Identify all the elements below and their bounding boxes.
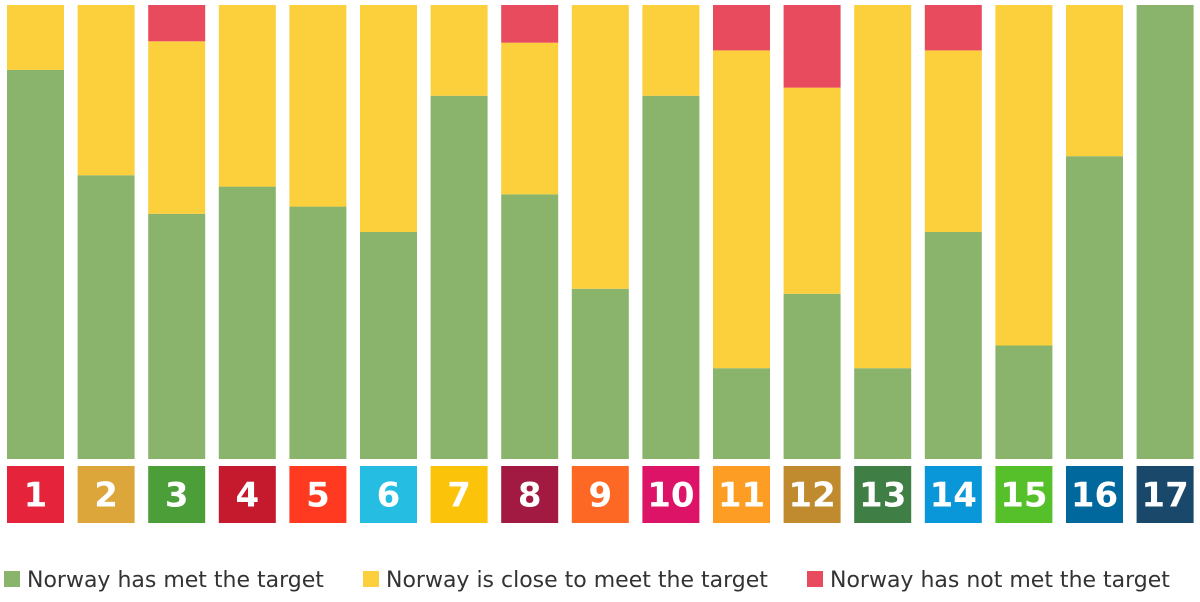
goal-5-label-box — [289, 466, 347, 523]
bar-goal-1-series-1 — [7, 69, 64, 460]
bar-goal-16-series-1 — [1066, 156, 1123, 459]
legend-label-1: Norway has met the target — [27, 568, 324, 593]
bar-goal-2-series-1 — [77, 175, 135, 459]
goal-5-label: 5 — [306, 476, 330, 516]
bar-goal-13-series-1 — [854, 368, 912, 459]
goal-15-label: 15 — [1000, 476, 1047, 516]
bar-goal-9-series-1 — [571, 288, 629, 459]
goal-9-label: 9 — [588, 476, 612, 516]
bar-goal-10-series-1 — [642, 95, 700, 460]
bar-goal-5-series-2 — [289, 5, 347, 207]
bar-goal-14-series-2 — [924, 50, 982, 233]
goal-10-label: 10 — [647, 476, 694, 516]
bar-goal-8-series-3 — [501, 5, 559, 43]
goal-1-label: 1 — [24, 476, 48, 516]
bar-goal-11-series-2 — [713, 50, 770, 369]
bar-goal-6-series-2 — [360, 5, 417, 232]
goal-11-label-box — [713, 466, 770, 523]
bar-goal-3-series-1 — [148, 213, 206, 459]
bar-goal-6-series-1 — [360, 232, 417, 459]
goal-3-label-box — [148, 466, 206, 523]
bar-goal-4-series-2 — [218, 5, 276, 187]
goal-3-label: 3 — [165, 476, 189, 516]
goal-8-label: 8 — [518, 476, 542, 516]
goal-17-label: 17 — [1141, 476, 1188, 516]
goal-7-label: 7 — [447, 476, 471, 516]
bar-goal-9-series-2 — [571, 5, 629, 289]
goal-4-label: 4 — [235, 476, 259, 516]
goal-7-label-box — [430, 466, 488, 523]
goal-2-label-box — [77, 466, 135, 523]
bar-goal-12-series-3 — [783, 5, 841, 88]
bar-goal-7-series-2 — [430, 5, 488, 96]
goal-11-label: 11 — [718, 476, 765, 516]
bar-goal-16-series-2 — [1066, 5, 1123, 157]
goal-17-label-box — [1136, 466, 1194, 523]
legend-swatch-2 — [363, 571, 379, 587]
bar-goal-8-series-2 — [501, 42, 559, 195]
goal-6-label: 6 — [377, 476, 401, 516]
goal-labels-group: 1 2 3 4 5 6 7 8 9 10 11 12 13 14 15 16 17 — [7, 466, 1194, 523]
goal-14-label-box — [924, 466, 982, 523]
legend-swatch-3 — [807, 571, 823, 587]
goal-8-label-box — [501, 466, 559, 523]
bar-goal-4-series-1 — [218, 186, 276, 459]
goal-13-label-box — [854, 466, 912, 523]
bar-goal-11-series-1 — [713, 368, 770, 459]
goal-14-label: 14 — [930, 476, 977, 516]
goal-2-label: 2 — [94, 476, 118, 516]
legend-swatch-1 — [4, 571, 20, 587]
bar-goal-7-series-1 — [430, 95, 488, 460]
legend: Norway has met the target Norway is close… — [4, 568, 1170, 593]
bar-goal-3-series-3 — [148, 5, 206, 42]
bar-goal-5-series-1 — [289, 206, 347, 459]
bar-goal-12-series-1 — [783, 293, 841, 459]
goal-13-label: 13 — [859, 476, 906, 516]
bar-goal-15-series-2 — [995, 5, 1053, 346]
legend-label-3: Norway has not met the target — [830, 568, 1170, 593]
goal-16-label-box — [1066, 466, 1123, 523]
bar-goal-17-series-1 — [1136, 5, 1194, 459]
bar-goal-14-series-3 — [924, 5, 982, 51]
goal-12-label: 12 — [788, 476, 835, 516]
goal-16-label: 16 — [1071, 476, 1118, 516]
goal-9-label-box — [571, 466, 629, 523]
goal-15-label-box — [995, 466, 1053, 523]
bar-goal-12-series-2 — [783, 87, 841, 294]
bar-goal-14-series-1 — [924, 232, 982, 459]
goal-6-label-box — [360, 466, 417, 523]
bar-goal-10-series-2 — [642, 5, 700, 96]
bar-goal-11-series-3 — [713, 5, 770, 51]
bar-goal-1-series-2 — [7, 5, 64, 70]
goal-1-label-box — [7, 466, 64, 523]
bar-goal-8-series-1 — [501, 194, 559, 459]
bar-goal-2-series-2 — [77, 5, 135, 176]
legend-label-2: Norway is close to meet the target — [386, 568, 768, 593]
goal-4-label-box — [218, 466, 276, 523]
bar-goal-13-series-2 — [854, 5, 912, 369]
goal-12-label-box — [783, 466, 841, 523]
bar-goal-15-series-1 — [995, 345, 1053, 459]
bars-group — [7, 5, 1194, 460]
bar-goal-3-series-2 — [148, 41, 206, 214]
goal-10-label-box — [642, 466, 700, 523]
